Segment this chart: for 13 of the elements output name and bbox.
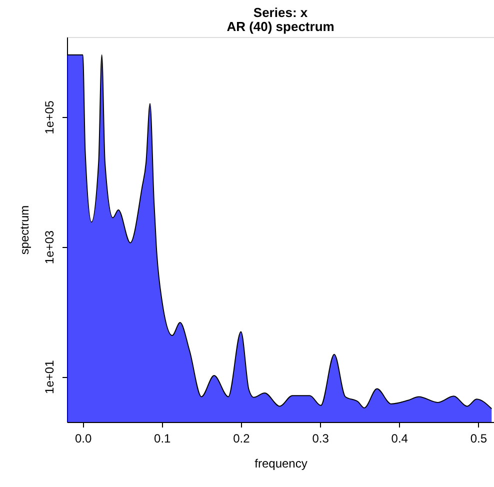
chart-subtitle: AR (40) spectrum [226,19,334,34]
y-tick-label: 1e+03 [42,230,56,264]
x-tick-label: 0.2 [233,432,250,446]
x-tick-label: 0.0 [74,432,92,446]
y-tick-label: 1e+05 [42,100,56,134]
x-tick-label: 0.4 [391,432,408,446]
y-axis-title: spectrum [18,205,32,255]
x-tick-label: 0.1 [154,432,172,446]
y-tick-label: 1e+01 [42,360,56,394]
x-tick-label: 0.5 [470,432,488,446]
x-tick-label: 0.3 [312,432,330,446]
x-axis-title: frequency [254,456,308,470]
chart-title: Series: x [253,5,308,20]
